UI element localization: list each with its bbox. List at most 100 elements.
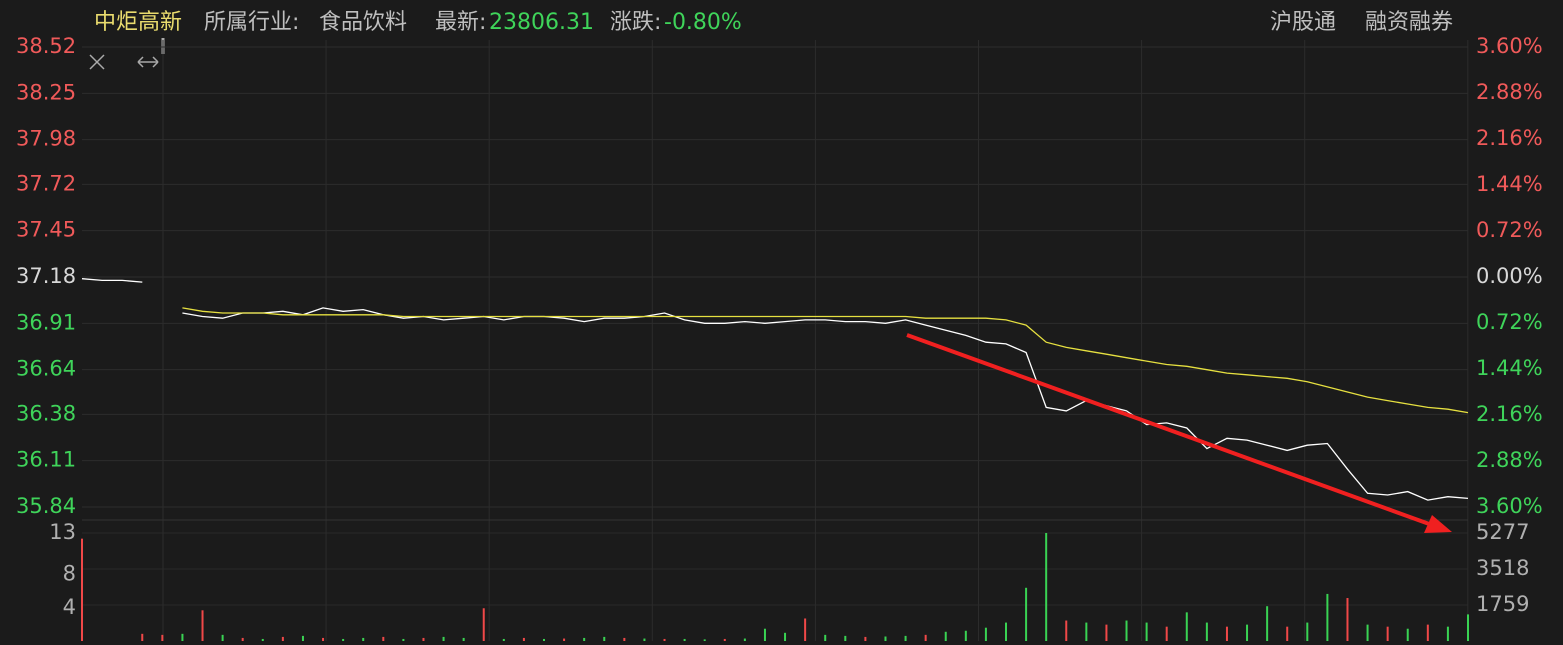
volume-bar bbox=[141, 633, 144, 641]
y2-tick-label: 0.00% bbox=[1476, 264, 1543, 288]
volume-bar bbox=[1165, 626, 1168, 641]
volume-bar bbox=[904, 635, 907, 641]
y-tick-label: 36.38 bbox=[16, 401, 76, 425]
volume-bar bbox=[1085, 622, 1088, 641]
volume-bar bbox=[1266, 606, 1269, 641]
volume-bar bbox=[1326, 593, 1329, 641]
y-tick-label: 36.11 bbox=[16, 448, 76, 472]
volume-bar bbox=[723, 638, 726, 641]
volume-bar bbox=[482, 608, 485, 641]
y2-tick-label: 2.88% bbox=[1476, 80, 1543, 104]
volume-bar bbox=[844, 635, 847, 641]
latest-label: 最新: bbox=[435, 10, 486, 35]
y-tick-label: 8 bbox=[63, 562, 76, 586]
volume-bar bbox=[1125, 620, 1128, 641]
volume-bar bbox=[201, 610, 204, 641]
latest: 23806.31 bbox=[489, 10, 594, 35]
volume-bar bbox=[402, 638, 405, 641]
grid bbox=[82, 40, 1469, 641]
resize-icon bbox=[137, 56, 144, 63]
y-tick-label: 37.98 bbox=[16, 127, 76, 151]
y-tick-label: 37.45 bbox=[16, 218, 76, 242]
volume-bar bbox=[1306, 622, 1309, 641]
volume-bar bbox=[1105, 624, 1108, 641]
volume-bar bbox=[1346, 598, 1349, 641]
volume-bar bbox=[322, 637, 325, 641]
volume-bar bbox=[683, 638, 686, 641]
volume-bar bbox=[462, 637, 465, 641]
volume-bar bbox=[623, 637, 626, 641]
y2-tick-label: 1.44% bbox=[1476, 356, 1543, 380]
resize-icon bbox=[152, 61, 159, 68]
y-tick-label: 4 bbox=[63, 595, 76, 619]
price-line bbox=[81, 278, 1469, 501]
arrow-head bbox=[1424, 515, 1452, 533]
volume-bar bbox=[563, 638, 566, 641]
volume-bar bbox=[1286, 626, 1289, 641]
volume-bar bbox=[1065, 620, 1068, 641]
arrow-shaft bbox=[906, 333, 1433, 527]
close-icon[interactable] bbox=[89, 54, 105, 70]
volume-bar bbox=[281, 636, 284, 641]
volume-bar bbox=[1446, 626, 1449, 641]
volume-bar bbox=[1386, 626, 1389, 641]
volume-bar bbox=[924, 634, 927, 641]
y-tick-label: 38.52 bbox=[16, 34, 76, 58]
volume-bar bbox=[1366, 624, 1369, 641]
y2-tick-label: 0.72% bbox=[1476, 310, 1543, 334]
volume-bar bbox=[944, 631, 947, 641]
volume-bar bbox=[502, 638, 505, 641]
change: -0.80% bbox=[664, 10, 742, 35]
y2-tick-label: 2.16% bbox=[1476, 402, 1543, 426]
y2-tick-label: 3518 bbox=[1476, 556, 1529, 580]
y2-tick-label: 0.72% bbox=[1476, 218, 1543, 242]
y-tick-label: 38.25 bbox=[16, 80, 76, 104]
y2-tick-label: 1759 bbox=[1476, 592, 1529, 616]
y-tick-label: 36.91 bbox=[16, 310, 76, 334]
trend-arrow bbox=[906, 333, 1452, 533]
volume-bar bbox=[763, 628, 766, 641]
resize-icon bbox=[137, 61, 144, 68]
volume-bar bbox=[1426, 624, 1429, 641]
marks bbox=[81, 278, 1469, 641]
industry-label: 所属行业: bbox=[204, 10, 299, 35]
resize-icon bbox=[152, 56, 159, 63]
industry[interactable]: 食品饮料 bbox=[319, 10, 407, 35]
y-tick-label: 37.18 bbox=[16, 264, 76, 288]
volume-bar bbox=[422, 637, 425, 641]
volume-bar bbox=[362, 637, 365, 641]
volume-bar bbox=[221, 634, 224, 641]
volume-bar bbox=[241, 637, 244, 641]
volume-bar bbox=[603, 636, 606, 641]
link[interactable]: 融资融券 bbox=[1365, 10, 1453, 35]
volume-bar bbox=[1467, 614, 1469, 641]
volume-bar bbox=[743, 638, 746, 641]
y-tick-label: 37.72 bbox=[16, 171, 76, 195]
link[interactable]: 沪股通 bbox=[1270, 10, 1336, 35]
volume-bar bbox=[1045, 533, 1048, 641]
volume-bar bbox=[522, 637, 525, 641]
volume-bar bbox=[1025, 587, 1028, 641]
price-line bbox=[182, 307, 1469, 414]
volume-bar bbox=[301, 635, 304, 641]
stock-name: 中炬高新 bbox=[94, 10, 182, 35]
y2-tick-label: 2.88% bbox=[1476, 448, 1543, 472]
y-tick-label: 36.64 bbox=[16, 357, 76, 381]
volume-bar bbox=[1145, 622, 1148, 641]
volume-bar bbox=[1246, 624, 1249, 641]
volume-bar bbox=[261, 638, 264, 641]
volume-bar bbox=[1406, 628, 1409, 641]
volume-bar bbox=[884, 636, 887, 641]
volume-bar bbox=[543, 638, 545, 641]
volume-bar bbox=[382, 636, 385, 641]
volume-bar bbox=[181, 633, 184, 641]
y2-tick-label: 1.44% bbox=[1476, 172, 1543, 196]
volume-bar bbox=[161, 634, 164, 641]
volume-bar bbox=[643, 638, 646, 641]
y2-tick-label: 3.60% bbox=[1476, 34, 1543, 58]
volume-bar bbox=[864, 636, 867, 641]
y2-tick-label: 2.16% bbox=[1476, 126, 1543, 150]
volume-bar bbox=[583, 637, 586, 641]
